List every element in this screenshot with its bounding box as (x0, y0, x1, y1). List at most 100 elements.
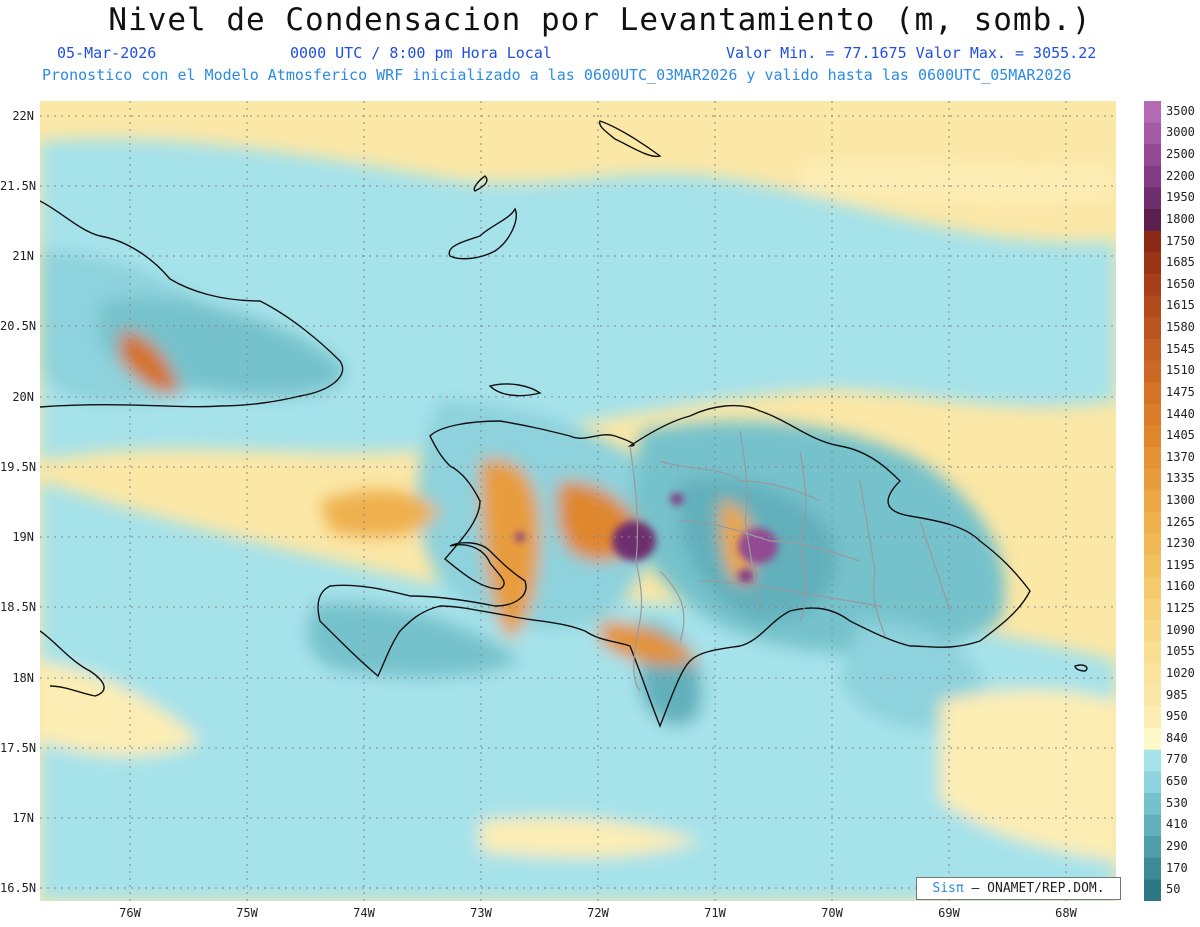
colorbar-swatch (1144, 857, 1161, 880)
colorbar-swatch (1144, 144, 1161, 167)
colorbar-label: 530 (1166, 795, 1188, 810)
colorbar-swatch (1144, 252, 1161, 275)
colorbar-swatch (1144, 684, 1161, 707)
colorbar-label: 650 (1166, 774, 1188, 789)
model-info: Pronostico con el Modelo Atmosferico WRF… (42, 66, 1072, 84)
lon-label: 70W (821, 906, 843, 920)
colorbar-label: 1090 (1166, 622, 1195, 637)
colorbar-label: 2500 (1166, 147, 1195, 162)
high-lcl-spots (515, 493, 778, 583)
colorbar-label: 410 (1166, 817, 1188, 832)
lat-label: 22N (12, 109, 34, 123)
colorbar-swatch (1144, 555, 1161, 578)
colorbar-swatch (1144, 792, 1161, 816)
colorbar-label: 170 (1166, 860, 1188, 875)
colorbar-label: 1055 (1166, 644, 1195, 659)
colorbar-label: 1510 (1166, 363, 1195, 378)
colorbar-swatch (1144, 295, 1161, 318)
colorbar-swatch (1144, 641, 1161, 664)
colorbar-label: 1160 (1166, 579, 1195, 594)
lon-label: 75W (236, 906, 258, 920)
map-title: Nivel de Condensacion por Levantamiento … (108, 2, 1092, 38)
coastlines (40, 120, 1088, 728)
colorbar-swatch (1144, 338, 1161, 361)
colorbar-swatch (1144, 468, 1161, 491)
colorbar-swatch (1144, 598, 1161, 621)
lat-label: 20.5N (0, 319, 37, 333)
colorbar-swatch (1144, 403, 1161, 426)
colorbar-label: 1685 (1166, 255, 1195, 270)
lat-label: 18.5N (0, 600, 37, 614)
colorbar-label: 1125 (1166, 601, 1195, 616)
colorbar-label: 1950 (1166, 190, 1195, 205)
lon-label: 76W (119, 906, 141, 920)
colorbar-swatch (1144, 490, 1161, 513)
colorbar-label: 50 (1166, 882, 1181, 897)
colorbar-label: 985 (1166, 687, 1188, 702)
grid-lines (40, 101, 1116, 901)
colorbar-label: 1020 (1166, 665, 1195, 680)
credit-org: – ONAMET/REP.DOM. (971, 881, 1105, 896)
lat-label: 17N (12, 811, 34, 825)
colorbar-label: 770 (1166, 752, 1188, 767)
colorbar (1144, 101, 1161, 901)
credit-box: Sisπ – ONAMET/REP.DOM. (916, 877, 1121, 900)
lon-label: 74W (353, 906, 375, 920)
colorbar-label: 1300 (1166, 493, 1195, 507)
colorbar-label: 1230 (1166, 536, 1195, 551)
colorbar-label: 1405 (1166, 428, 1195, 443)
forecast-time: 0000 UTC / 8:00 pm Hora Local (290, 44, 552, 62)
colorbar-label: 1545 (1166, 341, 1195, 356)
colorbar-label: 290 (1166, 838, 1188, 853)
colorbar-label: 2200 (1166, 168, 1195, 183)
colorbar-label: 840 (1166, 730, 1188, 745)
colorbar-swatch (1144, 706, 1161, 729)
colorbar-swatch (1144, 814, 1161, 837)
colorbar-swatch (1144, 360, 1161, 383)
colorbar-swatch (1144, 425, 1161, 448)
lat-label: 18N (12, 671, 34, 685)
colorbar-swatch (1144, 122, 1161, 145)
colorbar-label: 1370 (1166, 449, 1195, 464)
lat-label: 21N (12, 249, 34, 263)
colorbar-swatch (1144, 230, 1161, 253)
colorbar-swatch (1144, 836, 1161, 859)
colorbar-swatch (1144, 273, 1161, 297)
colorbar-swatch (1144, 165, 1161, 188)
colorbar-label: 1440 (1166, 406, 1195, 421)
colorbar-swatch (1144, 317, 1161, 340)
colorbar-swatch (1144, 728, 1161, 751)
min-max-values: Valor Min. = 77.1675 Valor Max. = 3055.2… (726, 44, 1097, 62)
provincial-borders (629, 430, 951, 692)
colorbar-label: 1335 (1166, 471, 1195, 486)
colorbar-swatch (1144, 511, 1161, 534)
colorbar-swatch (1144, 771, 1161, 794)
lat-label: 19.5N (0, 460, 37, 474)
colorbar-label: 1475 (1166, 384, 1195, 399)
lat-label: 19N (12, 530, 34, 544)
lon-label: 68W (1055, 906, 1077, 920)
lon-label: 72W (587, 906, 609, 920)
colorbar-swatch (1144, 101, 1161, 124)
colorbar-swatch (1144, 663, 1161, 686)
lat-label: 21.5N (0, 179, 37, 193)
lon-label: 69W (938, 906, 960, 920)
lat-label: 17.5N (0, 741, 37, 755)
colorbar-swatch (1144, 879, 1161, 901)
colorbar-label: 1800 (1166, 211, 1195, 226)
colorbar-swatch (1144, 382, 1161, 405)
colorbar-label: 3000 (1166, 125, 1195, 140)
colorbar-label: 1750 (1166, 233, 1195, 248)
colorbar-label: 950 (1166, 709, 1188, 724)
colorbar-label: 1580 (1166, 320, 1195, 335)
colorbar-swatch (1144, 619, 1161, 643)
colorbar-swatch (1144, 749, 1161, 772)
colorbar-swatch (1144, 446, 1161, 470)
colorbar-label: 1195 (1166, 557, 1195, 572)
colorbar-label: 3500 (1166, 103, 1195, 118)
lat-label: 16.5N (0, 881, 37, 895)
lon-label: 73W (470, 906, 492, 920)
colorbar-swatch (1144, 533, 1161, 556)
lat-label: 20N (12, 390, 34, 404)
colorbar-label: 1265 (1166, 514, 1195, 529)
